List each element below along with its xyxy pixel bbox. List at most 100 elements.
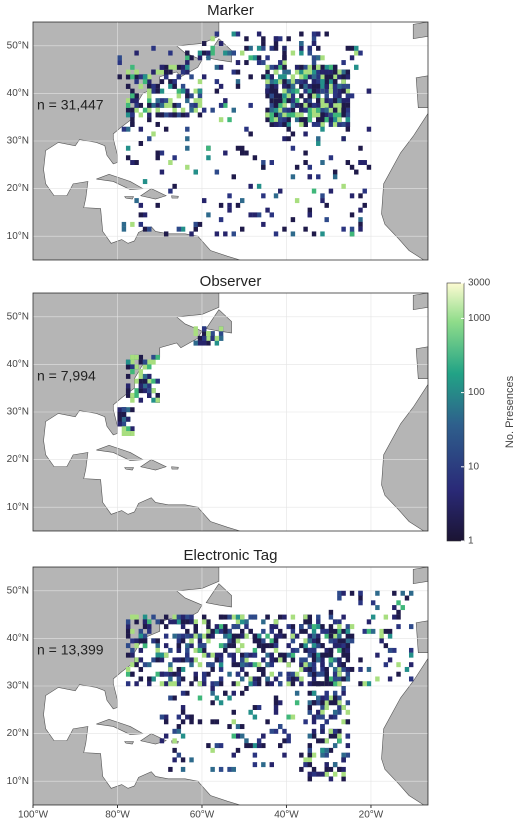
presence-cell [163, 633, 169, 639]
presence-cell [227, 695, 232, 701]
presence-cell [316, 88, 321, 94]
presence-cell [159, 681, 165, 687]
presence-cell [172, 155, 177, 161]
presence-cell [147, 226, 152, 232]
presence-cell [324, 69, 329, 75]
presence-cell [345, 719, 351, 725]
presence-cell [349, 231, 355, 237]
presence-cell [218, 628, 224, 634]
presence-cell [265, 69, 270, 75]
land [415, 620, 428, 653]
presence-cell [189, 93, 194, 99]
presence-cell [125, 69, 131, 75]
presence-cell [265, 88, 270, 94]
presence-cell [147, 112, 152, 118]
presence-cell [337, 662, 342, 668]
presence-cell [130, 392, 135, 398]
presence-cell [282, 633, 287, 639]
presence-cell [193, 633, 198, 639]
presence-cell [349, 226, 355, 232]
presence-cell [176, 676, 182, 682]
presence-cell [303, 619, 308, 625]
presence-cell [316, 771, 321, 777]
presence-cell [201, 676, 207, 682]
presence-cell [214, 31, 220, 37]
presence-cell [379, 638, 384, 644]
presence-cell [332, 93, 338, 99]
presence-cell [138, 666, 144, 672]
presence-cell [147, 136, 152, 142]
presence-cell [290, 614, 296, 620]
land [124, 196, 135, 200]
presence-cell [316, 64, 321, 70]
presence-cell [345, 624, 351, 630]
presence-cell [320, 79, 325, 85]
presence-cell [273, 107, 279, 113]
presence-cell [168, 69, 173, 75]
presence-cell [147, 79, 152, 85]
presence-cell [290, 638, 296, 644]
presence-cell [354, 45, 359, 51]
presence-cell [189, 662, 194, 668]
presence-cell [307, 614, 313, 620]
presence-cell [210, 107, 215, 113]
presence-cell [168, 681, 173, 687]
presence-cell [282, 45, 287, 51]
presence-cell [328, 676, 334, 682]
presence-cell [311, 733, 317, 739]
presence-cell [311, 700, 317, 706]
presence-cell [294, 164, 300, 170]
presence-cell [240, 50, 245, 56]
presence-cell [332, 74, 338, 80]
presence-cell [248, 662, 253, 668]
presence-cell [311, 766, 317, 772]
presence-cell [201, 340, 207, 346]
presence-cell [227, 117, 232, 123]
presence-cell [134, 50, 139, 56]
presence-cell [265, 112, 270, 118]
presence-cell [324, 102, 329, 108]
presence-cell [286, 662, 291, 668]
presence-cell [316, 709, 321, 715]
presence-cell [176, 614, 182, 620]
presence-cell [290, 647, 296, 653]
presence-cell [193, 226, 198, 232]
presence-cell [294, 88, 300, 94]
presence-cell [206, 212, 211, 218]
presence-cell [345, 628, 351, 634]
presence-cell [125, 633, 131, 639]
presence-cell [134, 198, 139, 204]
presence-cell [138, 141, 144, 146]
presence-cell [332, 714, 338, 720]
presence-cell [299, 79, 304, 85]
presence-cell [138, 657, 144, 663]
presence-cell [134, 102, 139, 108]
panel-border [32, 566, 429, 806]
presence-cell [328, 188, 334, 194]
presence-cell [138, 628, 144, 634]
presence-cell [290, 652, 296, 658]
presence-cell [261, 762, 266, 768]
presence-cell [341, 74, 346, 80]
presence-cell [210, 662, 215, 668]
presence-cell [201, 633, 207, 639]
presence-cell [214, 340, 220, 346]
presence-cell [324, 107, 329, 113]
presence-cell [290, 98, 296, 104]
presence-cell [168, 112, 173, 118]
presence-cell [392, 590, 397, 596]
presence-cell [303, 762, 308, 768]
presence-cell [130, 74, 135, 80]
presence-cell [155, 392, 160, 398]
presence-cell [159, 150, 165, 156]
presence-cell [328, 695, 334, 701]
presence-cell [320, 643, 325, 649]
presence-cell [231, 624, 236, 630]
presence-cell [252, 212, 258, 218]
presence-cell [282, 728, 287, 734]
presence-cell [261, 74, 266, 80]
presence-cell [227, 643, 232, 649]
presence-cell [201, 198, 207, 204]
presence-cell [341, 662, 346, 668]
presence-cell [235, 60, 241, 66]
